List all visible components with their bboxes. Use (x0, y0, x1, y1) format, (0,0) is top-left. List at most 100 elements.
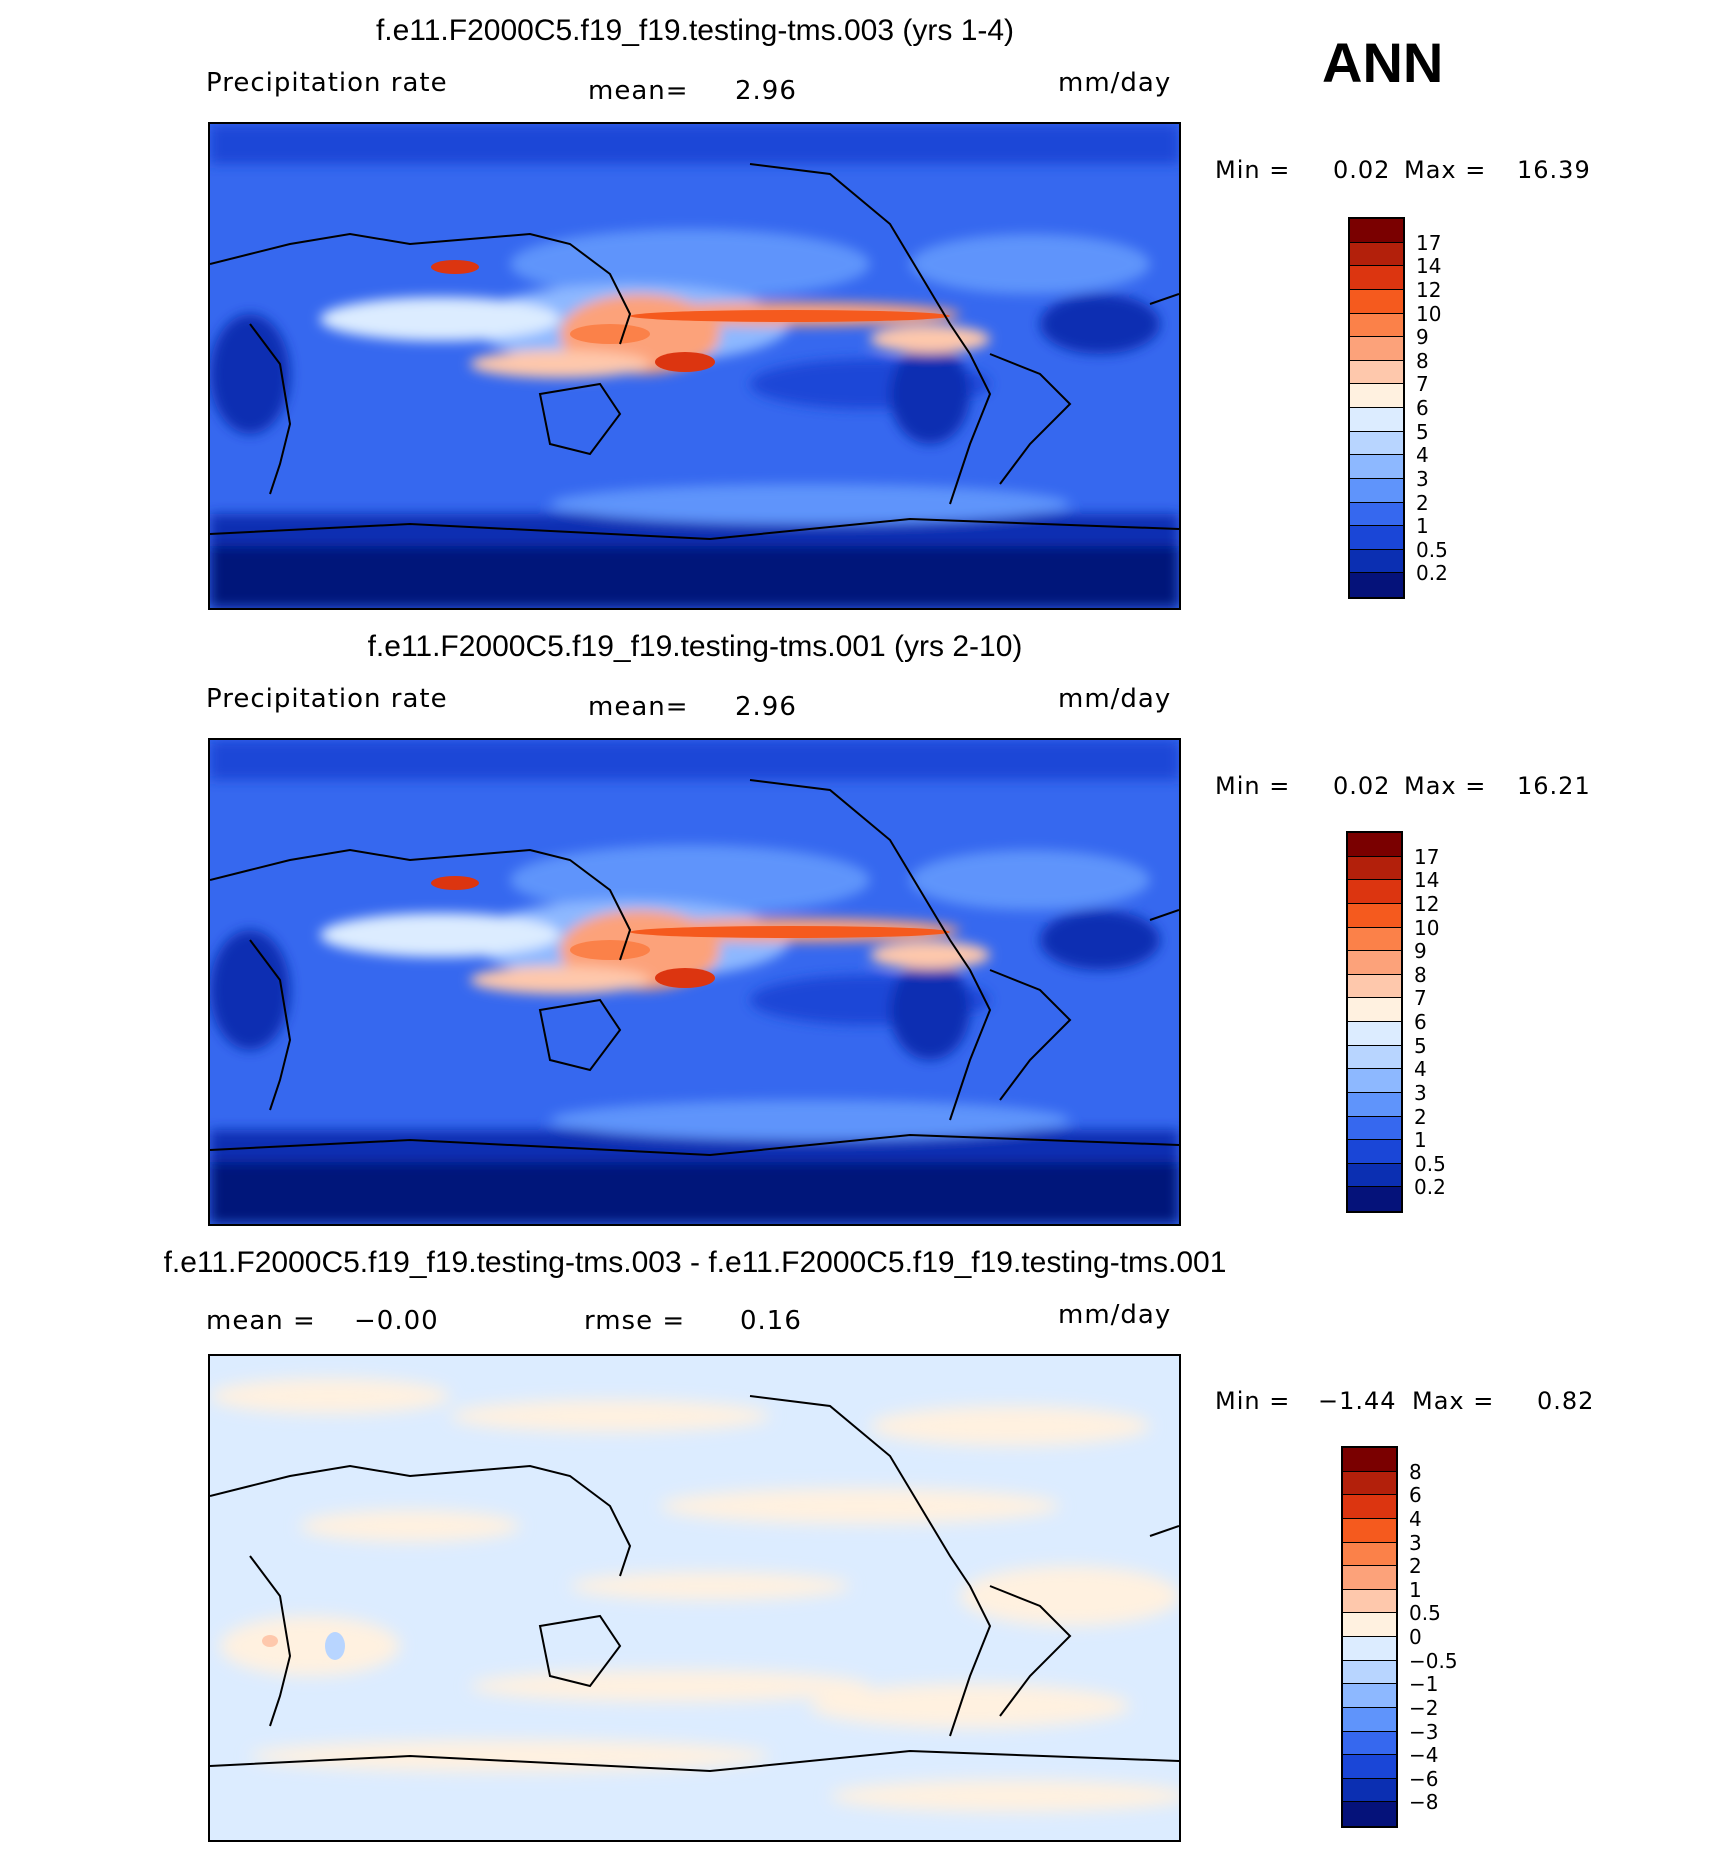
colorbar-tick-label: 6 (1414, 1010, 1427, 1034)
panel-1-max-label: Max = (1404, 156, 1487, 184)
panel-1-mean-label: mean= (588, 76, 689, 106)
panel-2-max-value: 16.21 (1517, 772, 1591, 800)
colorbar-segment (1343, 1589, 1396, 1614)
panel-3-map (208, 1354, 1181, 1842)
colorbar-segment (1343, 1637, 1396, 1661)
colorbar-segment (1348, 1069, 1401, 1093)
panel-3-rmse-label: rmse = (584, 1306, 686, 1336)
panel-2-colorbar (1346, 831, 1403, 1213)
colorbar-tick-label: 2 (1414, 1104, 1427, 1129)
colorbar-segment (1348, 1045, 1401, 1070)
colorbar-segment (1348, 856, 1401, 881)
colorbar-segment (1350, 384, 1403, 408)
panel-2-title: f.e11.F2000C5.f19_f19.testing-tms.001 (y… (367, 630, 1023, 663)
panel-2-map (208, 738, 1181, 1226)
colorbar-segment (1343, 1707, 1396, 1732)
colorbar-tick-label: 3 (1416, 466, 1429, 491)
colorbar-segment (1348, 1092, 1401, 1117)
colorbar-segment (1348, 1140, 1401, 1164)
colorbar-tick-label: −1 (1409, 1672, 1439, 1697)
colorbar-tick-label: −0.5 (1409, 1648, 1458, 1673)
colorbar-tick-label: 0.5 (1409, 1601, 1441, 1626)
colorbar-segment (1348, 833, 1401, 857)
panel-2-min-value: 0.02 (1333, 772, 1391, 800)
colorbar-segment (1348, 903, 1401, 928)
colorbar-tick-label: 1 (1414, 1128, 1427, 1153)
colorbar-segment (1350, 549, 1403, 574)
colorbar-segment (1350, 266, 1403, 290)
colorbar-tick-label: 6 (1409, 1483, 1422, 1508)
colorbar-segment (1348, 1163, 1401, 1188)
colorbar-segment (1350, 242, 1403, 267)
colorbar-tick-label: 10 (1414, 915, 1440, 940)
colorbar-segment (1343, 1778, 1396, 1803)
colorbar-tick-label: 0.5 (1416, 537, 1448, 562)
colorbar-tick-label: −4 (1409, 1743, 1439, 1768)
colorbar-tick-label: 17 (1414, 844, 1440, 869)
colorbar-tick-label: 4 (1414, 1057, 1427, 1082)
colorbar-tick-label: 2 (1409, 1554, 1422, 1579)
panel-3-mean-value: −0.00 (354, 1306, 439, 1336)
colorbar-tick-label: 7 (1414, 986, 1427, 1011)
colorbar-segment (1348, 927, 1401, 952)
colorbar-segment (1350, 219, 1403, 243)
colorbar-segment (1350, 455, 1403, 479)
colorbar-segment (1343, 1731, 1396, 1756)
colorbar-tick-label: 5 (1414, 1033, 1427, 1058)
colorbar-segment (1348, 951, 1401, 975)
colorbar-tick-label: 6 (1416, 396, 1429, 420)
colorbar-segment (1343, 1448, 1396, 1472)
colorbar-tick-label: 9 (1416, 325, 1429, 350)
colorbar-tick-label: 8 (1409, 1459, 1422, 1484)
colorbar-segment (1348, 1116, 1401, 1141)
colorbar-segment (1343, 1471, 1396, 1496)
panel-3-units: mm/day (1058, 1300, 1172, 1330)
colorbar-tick-label: 0.2 (1414, 1175, 1446, 1200)
colorbar-tick-label: 8 (1416, 348, 1429, 373)
panel-3-mean-label: mean = (206, 1306, 316, 1336)
panel-1-max-value: 16.39 (1517, 156, 1591, 184)
colorbar-segment (1348, 1022, 1401, 1046)
panel-3-title: f.e11.F2000C5.f19_f19.testing-tms.003 - … (163, 1246, 1227, 1279)
season-label: ANN (1322, 31, 1444, 94)
colorbar-tick-label: 7 (1416, 372, 1429, 397)
colorbar-tick-label: −3 (1409, 1719, 1439, 1744)
panel-1-min-label: Min = (1215, 156, 1291, 184)
colorbar-segment (1343, 1518, 1396, 1543)
colorbar-segment (1348, 974, 1401, 999)
colorbar-tick-label: 10 (1416, 301, 1442, 326)
colorbar-tick-label: 0 (1409, 1625, 1422, 1649)
colorbar-tick-label: 3 (1409, 1530, 1422, 1555)
panel-2-max-label: Max = (1404, 772, 1487, 800)
colorbar-tick-label: 2 (1416, 490, 1429, 515)
colorbar-segment (1350, 408, 1403, 432)
panel-3-max-value: 0.82 (1537, 1387, 1595, 1415)
colorbar-segment (1343, 1613, 1396, 1637)
panel-2-mean-value: 2.96 (735, 692, 797, 722)
colorbar-segment (1350, 478, 1403, 503)
panel-1-units: mm/day (1058, 68, 1172, 98)
colorbar-tick-label: 17 (1416, 230, 1442, 255)
colorbar-segment (1343, 1566, 1396, 1590)
colorbar-segment (1343, 1495, 1396, 1519)
colorbar-segment (1343, 1684, 1396, 1708)
colorbar-tick-label: 3 (1414, 1080, 1427, 1105)
panel-1-min-value: 0.02 (1333, 156, 1391, 184)
panel-1-variable-label: Precipitation rate (206, 68, 448, 98)
colorbar-segment (1350, 502, 1403, 527)
panel-2-mean-label: mean= (588, 692, 689, 722)
colorbar-tick-label: 5 (1416, 419, 1429, 444)
colorbar-tick-label: 9 (1414, 939, 1427, 964)
colorbar-tick-label: 1 (1409, 1577, 1422, 1602)
colorbar-segment (1343, 1755, 1396, 1779)
panel-1-colorbar (1348, 217, 1405, 599)
colorbar-tick-label: −6 (1409, 1766, 1439, 1791)
colorbar-segment (1343, 1542, 1396, 1567)
panel-1-mean-value: 2.96 (735, 76, 797, 106)
panel-3-min-label: Min = (1215, 1387, 1291, 1415)
colorbar-tick-label: 12 (1416, 277, 1442, 302)
panel-3-min-value: −1.44 (1318, 1387, 1397, 1415)
colorbar-tick-label: 14 (1416, 254, 1442, 279)
colorbar-tick-label: 1 (1416, 514, 1429, 539)
panel-3-max-label: Max = (1412, 1387, 1495, 1415)
